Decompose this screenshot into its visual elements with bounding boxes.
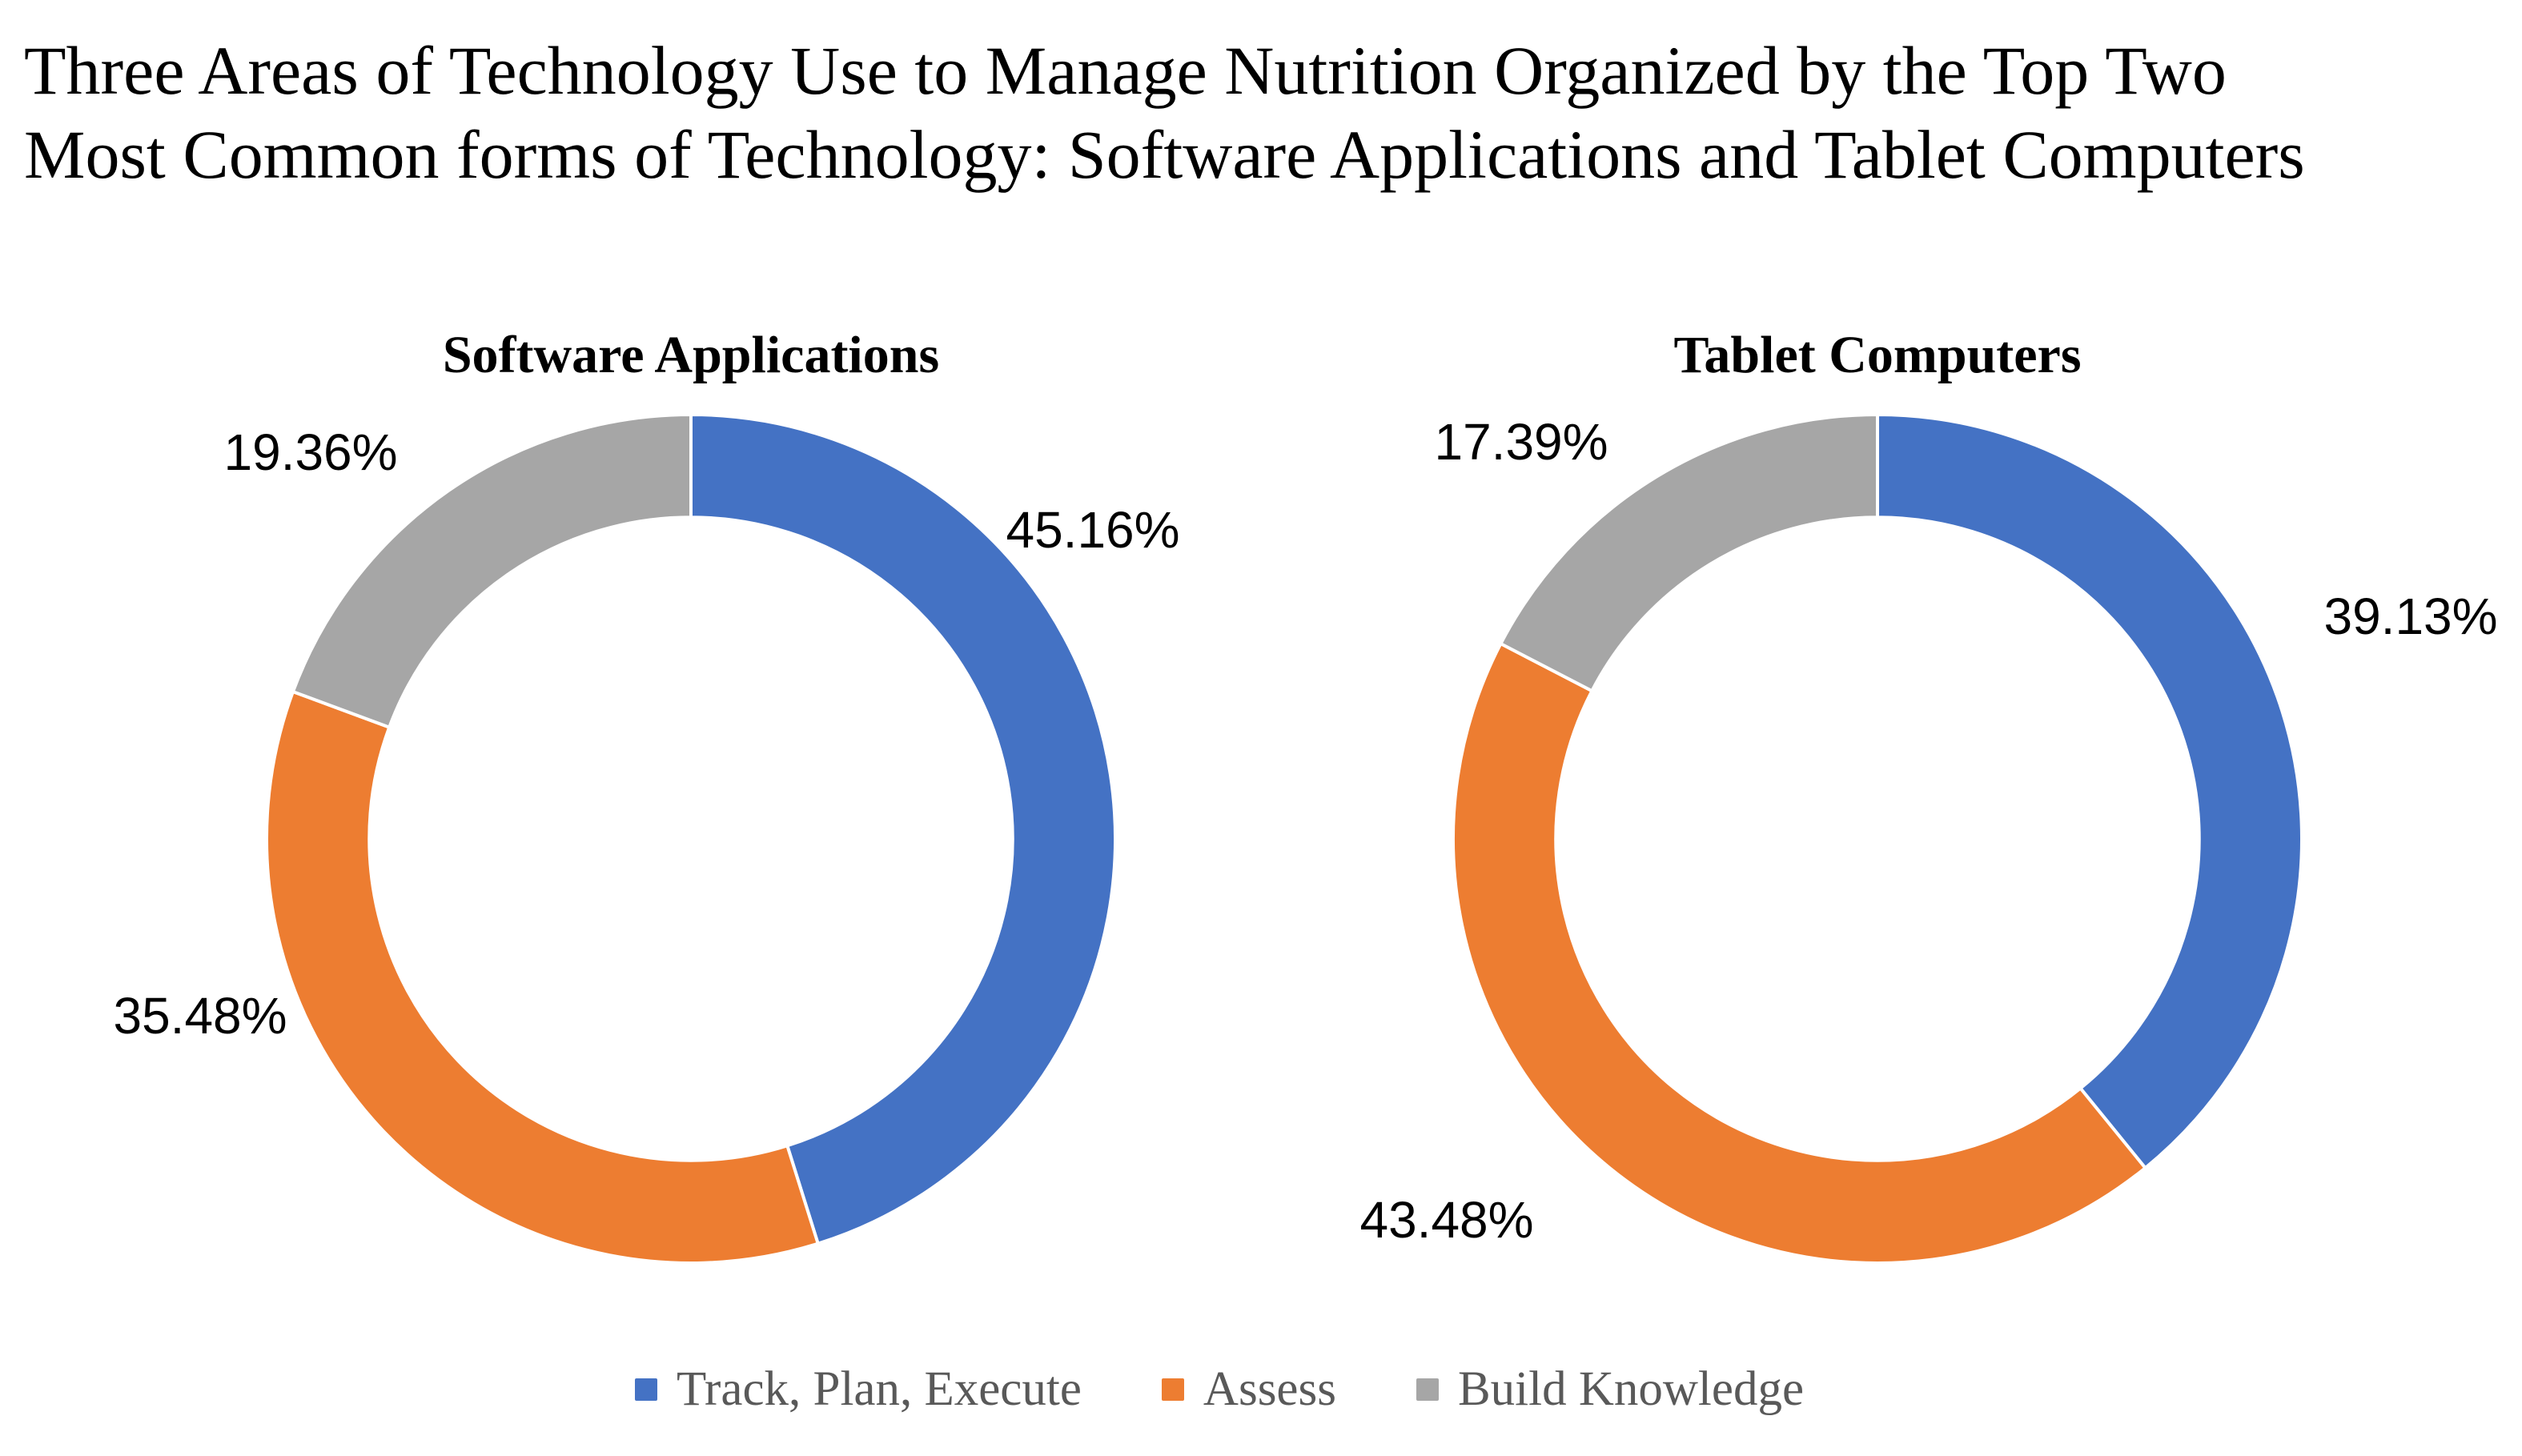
percent-label-tc-track-plan-execute: 39.13% <box>2323 588 2498 645</box>
chart-legend: Track, Plan, Execute Assess Build Knowle… <box>0 1359 2439 1420</box>
legend-label-build-knowledge: Build Knowledge <box>1458 1362 1805 1416</box>
donut-segment <box>265 689 821 1265</box>
legend-label-track-plan-execute: Track, Plan, Execute <box>676 1362 1082 1416</box>
legend-item-build-knowledge: Build Knowledge <box>1416 1362 1804 1418</box>
legend-swatch-orange <box>1161 1378 1184 1401</box>
legend-swatch-gray <box>1416 1378 1439 1401</box>
legend-item-assess: Assess <box>1161 1362 1336 1418</box>
chart-title-software-applications: Software Applications <box>442 326 940 384</box>
percent-label-sw-track-plan-execute: 45.16% <box>1006 501 1180 559</box>
donut-chart-software-applications <box>265 412 1117 1265</box>
donut-chart-tablet-computers <box>1452 412 2303 1265</box>
figure-title: Three Areas of Technology Use to Manage … <box>24 29 2502 197</box>
figure-title-line-1: Three Areas of Technology Use to Manage … <box>24 32 2227 109</box>
legend-label-assess: Assess <box>1203 1362 1336 1416</box>
figure-title-line-2: Most Common forms of Technology: Softwar… <box>24 116 2305 193</box>
donut-segment <box>1498 412 1879 693</box>
chart-title-tablet-computers: Tablet Computers <box>1673 326 2082 384</box>
donut-segment <box>291 412 693 730</box>
donut-segment <box>1876 412 2303 1170</box>
percent-label-sw-assess: 35.48% <box>113 987 287 1045</box>
percent-label-sw-build-knowledge: 19.36% <box>223 423 398 481</box>
donut-segment <box>689 412 1117 1246</box>
percent-label-tc-assess: 43.48% <box>1359 1191 1534 1249</box>
legend-item-track-plan-execute: Track, Plan, Execute <box>634 1362 1082 1418</box>
legend-swatch-blue <box>634 1378 657 1401</box>
donut-segment <box>1452 641 2148 1265</box>
percent-label-tc-build-knowledge: 17.39% <box>1434 413 1608 471</box>
